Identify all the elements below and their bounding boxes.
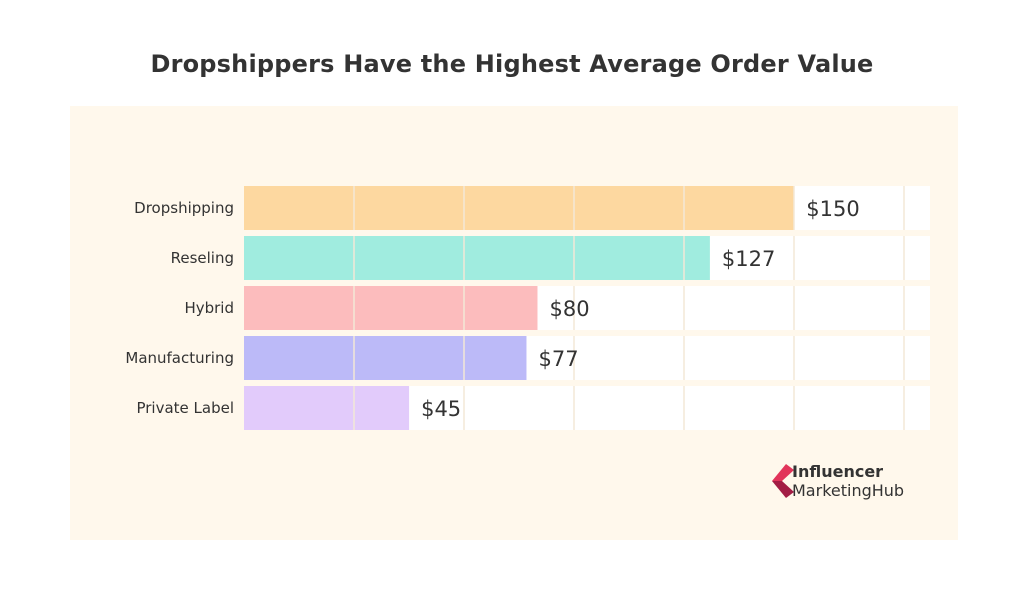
brand-logo: Influencer MarketingHub [772,462,942,502]
influencer-marketing-hub-logo-icon [772,464,794,498]
brand-name-line2: MarketingHub [792,481,905,500]
data-label: $80 [549,297,589,321]
data-label: $127 [722,247,775,271]
category-label: Reseling [171,249,234,267]
category-label: Dropshipping [134,199,234,217]
bar [244,336,527,380]
category-label: Manufacturing [125,349,234,367]
data-label: $45 [421,397,461,421]
data-label: $77 [538,347,578,371]
bar [244,186,795,230]
bar-chart: Dropshipping $150 Reseling $127 Hybrid $80 Man… [125,186,930,430]
brand-name-line1: Influencer [792,462,884,481]
category-label: Hybrid [184,299,234,317]
chart-panel: Dropshipping $150 Reseling $127 Hybrid $80 Man… [70,106,958,540]
data-label: $150 [806,197,859,221]
bar [244,286,538,330]
category-label: Private Label [136,399,234,417]
chart-title: Dropshippers Have the Highest Average Or… [150,50,874,78]
bar [244,236,710,280]
bar [244,386,410,430]
